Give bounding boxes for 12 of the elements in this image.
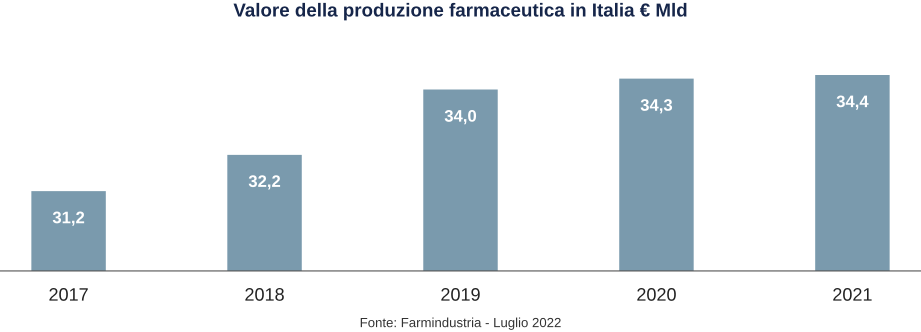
x-tick-label: 2021 [833, 288, 872, 301]
source-note: Fonte: Farmindustria - Luglio 2022 [360, 318, 561, 330]
x-tick-label: 2019 [441, 288, 480, 301]
data-label: 34,3 [640, 99, 672, 114]
chart-title: Valore della produzione farmaceutica in Italia € Mld [233, 2, 686, 20]
data-label: 34,4 [836, 95, 869, 110]
data-label: 31,2 [52, 212, 84, 226]
x-tick-label: 2020 [637, 288, 676, 301]
data-label: 34,0 [444, 110, 476, 124]
data-label: 32,2 [248, 175, 280, 190]
x-tick-label: 2017 [49, 288, 88, 301]
x-tick-label: 2018 [245, 288, 284, 301]
